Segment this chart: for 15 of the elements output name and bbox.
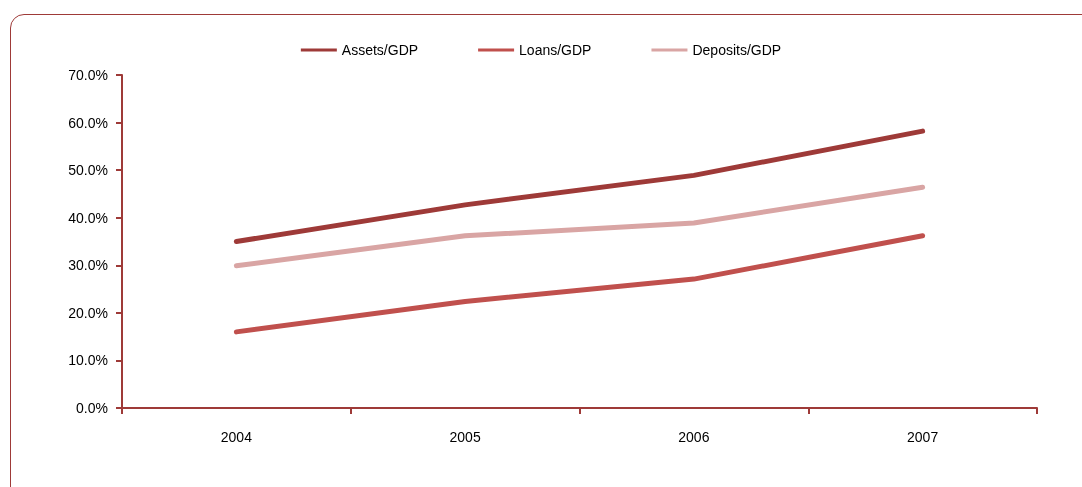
legend-label: Deposits/GDP: [692, 42, 782, 58]
y-tick-label: 20.0%: [68, 304, 108, 321]
y-tick-label: 0.0%: [76, 400, 108, 416]
y-tick-label: 70.0%: [68, 67, 108, 83]
y-tick-label: 40.0%: [68, 209, 108, 226]
x-tick-label: 2006: [678, 429, 710, 445]
x-tick-label: 2007: [907, 429, 939, 445]
legend-label: Assets/GDP: [341, 42, 419, 58]
y-tick-label: 50.0%: [68, 162, 108, 179]
x-tick-label: 2004: [220, 429, 253, 445]
y-tick-label: 10.0%: [68, 352, 108, 369]
legend-label: Loans/GDP: [519, 42, 592, 58]
x-tick-label: 2005: [449, 429, 481, 445]
y-tick-label: 30.0%: [68, 257, 108, 274]
y-tick-label: 60.0%: [68, 114, 108, 131]
